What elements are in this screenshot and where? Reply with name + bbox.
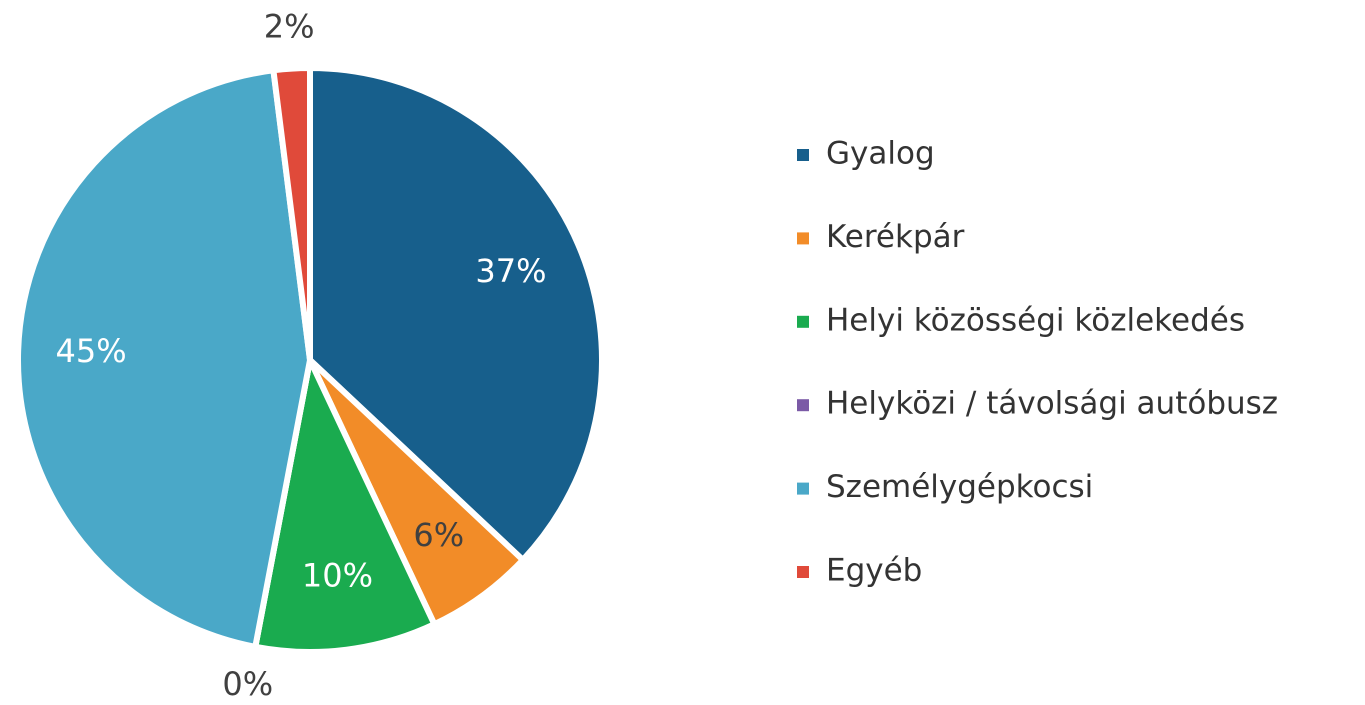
- pie-slice: [270, 65, 313, 363]
- legend-label: Helyi közösségi közlekedés: [826, 302, 1245, 338]
- data-label: 0%: [222, 665, 273, 703]
- pie-slice: [252, 357, 438, 655]
- legend-swatch: [797, 149, 809, 161]
- data-label: 37%: [475, 252, 546, 290]
- pie-slice: [307, 65, 605, 563]
- legend-label: Gyalog: [826, 136, 935, 172]
- legend-swatch: [797, 482, 809, 495]
- data-label: 2%: [264, 8, 315, 46]
- legend-swatch: [797, 566, 809, 578]
- legend-swatch: [797, 399, 809, 412]
- legend-swatch: [797, 315, 809, 328]
- data-label: 45%: [56, 332, 127, 370]
- legend-label: Személygépkocsi: [826, 469, 1093, 505]
- data-label: 6%: [413, 516, 464, 554]
- data-label: 10%: [302, 556, 373, 594]
- legend-swatch: [797, 232, 809, 245]
- legend-label: Kerékpár: [826, 219, 965, 255]
- legend-label: Helyközi / távolsági autóbusz: [826, 386, 1278, 422]
- pie-slice: [15, 67, 313, 650]
- legend-label: Egyéb: [826, 553, 922, 589]
